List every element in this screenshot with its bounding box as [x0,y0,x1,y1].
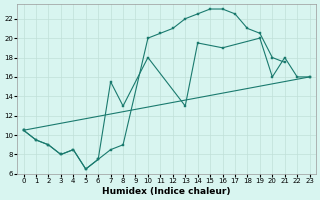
X-axis label: Humidex (Indice chaleur): Humidex (Indice chaleur) [102,187,231,196]
